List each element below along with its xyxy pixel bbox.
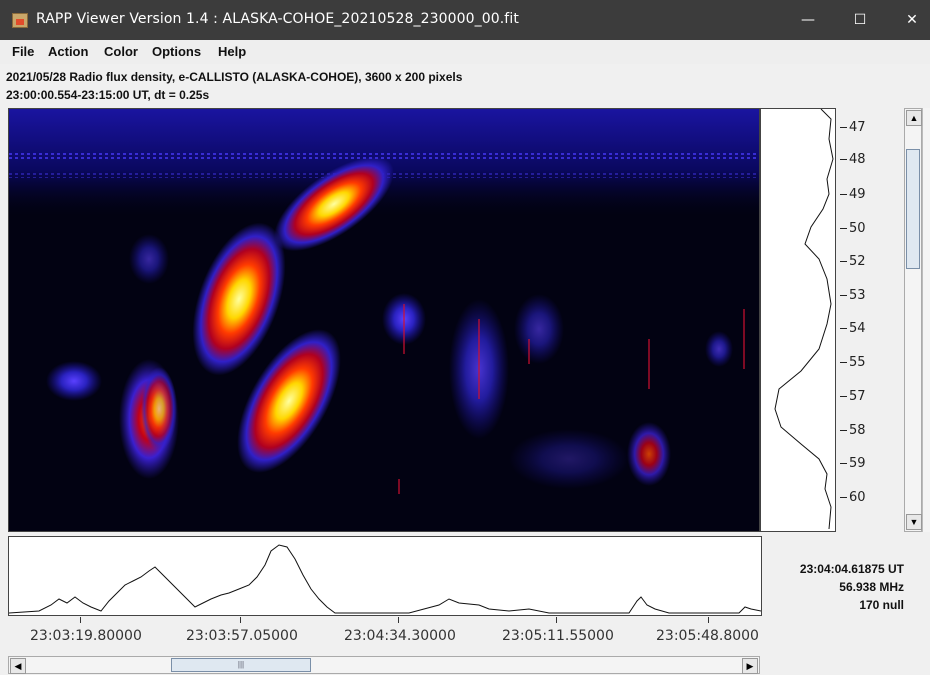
freq-tick: 50: [840, 221, 866, 236]
horizontal-scroll-thumb[interactable]: |||: [171, 658, 311, 672]
menu-file[interactable]: File: [12, 44, 35, 59]
menu-color[interactable]: Color: [104, 44, 138, 59]
menu-help[interactable]: Help: [218, 44, 247, 59]
spectrum-profile-plot: [760, 108, 836, 532]
light-curve-plot: [8, 536, 762, 616]
arrow-right-icon[interactable]: ▶: [742, 658, 758, 674]
arrow-up-icon[interactable]: ▲: [906, 110, 922, 126]
freq-tick: 59: [840, 456, 866, 471]
vertical-scroll-thumb[interactable]: [906, 149, 920, 269]
time-tick-mark: [398, 617, 399, 623]
menu-options[interactable]: Options: [152, 44, 202, 59]
light-curve-line: [8, 544, 762, 614]
menu-action[interactable]: Action: [48, 44, 89, 59]
time-tick-mark: [80, 617, 81, 623]
freq-tick: 47: [840, 120, 866, 135]
window-title: RAPP Viewer Version 1.4 : ALASKA-COHOE_2…: [36, 11, 519, 27]
title-bar: RAPP Viewer Version 1.4 : ALASKA-COHOE_2…: [0, 0, 930, 40]
time-tick-mark: [556, 617, 557, 623]
minimize-button[interactable]: —: [801, 12, 815, 28]
cursor-value-readout: 170 null: [859, 598, 904, 612]
info-line-2: 23:00:00.554-23:15:00 UT, dt = 0.25s: [6, 88, 210, 102]
freq-tick: 48: [840, 152, 866, 167]
spectrum-profile-curve: [774, 108, 834, 530]
arrow-left-icon[interactable]: ◀: [10, 658, 26, 674]
time-tick-mark: [708, 617, 709, 623]
time-tick-mark: [240, 617, 241, 623]
cursor-frequency-readout: 56.938 MHz: [839, 580, 904, 594]
time-axis-label: 23:05:11.55000: [502, 628, 614, 644]
menu-bar: File Action Color Options Help: [0, 40, 930, 64]
freq-tick: 54: [840, 321, 866, 336]
cursor-time-readout: 23:04:04.61875 UT: [799, 562, 904, 576]
frequency-axis: 47 48 49 50 52 53 54 55 57 58 59 60: [836, 108, 894, 532]
vertical-scrollbar[interactable]: ▲ ▼: [904, 108, 922, 532]
arrow-down-icon[interactable]: ▼: [906, 514, 922, 530]
freq-tick: 49: [840, 187, 866, 202]
freq-tick: 60: [840, 490, 866, 505]
time-axis-label: 23:04:34.30000: [344, 628, 456, 644]
time-axis-label: 23:03:57.05000: [186, 628, 298, 644]
freq-tick: 58: [840, 423, 866, 438]
java-cup-icon: [12, 13, 28, 28]
time-axis-label: 23:05:48.8000: [656, 628, 759, 644]
freq-tick: 55: [840, 355, 866, 370]
spectrogram-canvas: [9, 109, 759, 531]
horizontal-scrollbar[interactable]: ◀ ||| ▶: [8, 656, 760, 674]
freq-tick: 53: [840, 288, 866, 303]
freq-tick: 57: [840, 389, 866, 404]
close-button[interactable]: ✕: [906, 12, 918, 28]
info-line-1: 2021/05/28 Radio flux density, e-CALLIST…: [6, 70, 463, 84]
time-axis-label: 23:03:19.80000: [30, 628, 142, 644]
freq-tick: 52: [840, 254, 866, 269]
spectrogram-image[interactable]: [8, 108, 760, 532]
maximize-button[interactable]: ☐: [853, 12, 867, 28]
right-panel-edge: [922, 108, 930, 532]
